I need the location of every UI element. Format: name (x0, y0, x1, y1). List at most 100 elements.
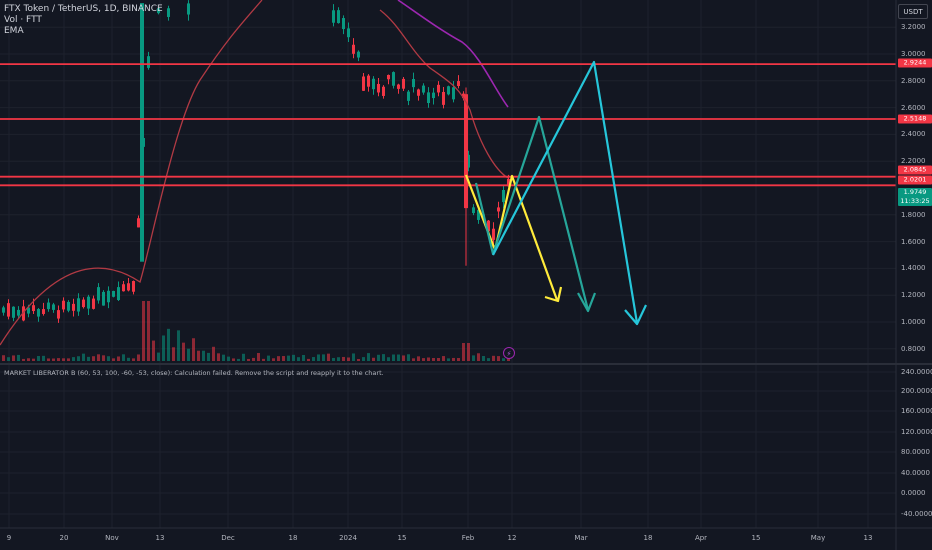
volume-bar (472, 355, 475, 361)
time-tick: 15 (397, 534, 407, 542)
candle (357, 50, 360, 62)
volume-bar (187, 348, 190, 361)
candle-body (7, 303, 10, 317)
volume-bar (382, 354, 385, 361)
candle (397, 83, 400, 94)
volume-bar (27, 358, 30, 361)
candle-body (382, 86, 385, 96)
indicator-tick: 0.0000 (901, 489, 926, 497)
time-tick: 15 (751, 534, 761, 542)
blue-projection (492, 60, 639, 324)
legend: FTX Token / TetherUS, 1D, BINANCE Vol · … (4, 4, 163, 37)
candle-body (357, 51, 360, 58)
candle (377, 77, 380, 97)
candle-body (492, 228, 495, 240)
volume-bar (262, 358, 265, 361)
candle (412, 72, 415, 93)
volume-bar (132, 358, 135, 361)
volume-legend[interactable]: Vol · FTT (4, 15, 42, 25)
volume-bar (392, 354, 395, 361)
symbol-title[interactable]: FTX Token / TetherUS, 1D, BINANCE (4, 4, 163, 14)
ema-legend[interactable]: EMA (4, 26, 24, 36)
candle-body (462, 93, 465, 99)
candle-body (332, 10, 335, 23)
candle-body (452, 87, 455, 100)
time-tick: 18 (288, 534, 298, 542)
candle-body (187, 3, 190, 15)
candle (477, 208, 480, 224)
candle (387, 74, 390, 85)
volume-bar (417, 356, 420, 361)
candle (67, 300, 70, 313)
volume-bar (302, 355, 305, 361)
candle-body (397, 84, 400, 89)
price-tag-level-a: 2.0845 (898, 165, 932, 175)
price-tick: 1.4000 (901, 264, 926, 273)
candle-body (342, 18, 345, 30)
candle-body (457, 81, 460, 87)
candle-body (122, 284, 125, 292)
volume-bar (327, 353, 330, 361)
candle (437, 81, 440, 97)
volume-bar (147, 301, 150, 361)
candle-body (477, 209, 480, 220)
volume-bar (47, 358, 50, 361)
green-arrowhead (577, 292, 597, 313)
candle (347, 22, 350, 43)
candle (487, 219, 490, 232)
indicator-tick: 240.0000 (901, 368, 932, 376)
candle-body (407, 91, 410, 101)
volume-bar (287, 355, 290, 361)
volume-bar (212, 346, 215, 361)
volume-bar (202, 350, 205, 361)
volume-bar (122, 354, 125, 361)
candle-body (447, 86, 450, 95)
candle (457, 75, 460, 89)
lightning-icon[interactable]: ⚡ (503, 347, 515, 359)
candle-body (412, 79, 415, 88)
candle-body (372, 78, 375, 90)
volume-bar (97, 354, 100, 361)
candle-body (347, 28, 350, 38)
candle-body (57, 310, 60, 319)
candle-body (87, 296, 90, 309)
candle-body (67, 301, 70, 311)
volume-bar (307, 358, 310, 361)
volume-bar (182, 342, 185, 361)
candle (127, 277, 130, 292)
candle (372, 76, 375, 95)
currency-button[interactable]: USDT (898, 4, 928, 19)
volume-bar (227, 356, 230, 361)
candle-body (367, 75, 370, 87)
price-tick: 0.8000 (901, 344, 926, 353)
candle-body (102, 291, 105, 306)
volume-bar (297, 357, 300, 361)
volume-bar (12, 355, 15, 361)
candle (427, 87, 430, 108)
volume-bar (7, 357, 10, 361)
candle-body (502, 190, 505, 203)
volume-bar (92, 356, 95, 361)
candle (82, 297, 85, 309)
volume-bars (2, 301, 510, 361)
candle (392, 71, 395, 89)
candle-body (417, 89, 420, 96)
volume-bar (337, 357, 340, 361)
candle-body (137, 218, 140, 228)
time-tick: Dec (221, 534, 235, 542)
indicator-tick: 200.0000 (901, 387, 932, 395)
price-tick: 2.2000 (901, 157, 926, 166)
candle (422, 83, 425, 95)
volume-bar (332, 357, 335, 361)
candle-body (92, 298, 95, 309)
price-tick: 2.4000 (901, 130, 926, 139)
volume-bar (377, 354, 380, 361)
candle (107, 286, 110, 309)
volume-bar (422, 358, 425, 361)
volume-bar (102, 355, 105, 361)
time-tick: 20 (59, 534, 69, 542)
candle (147, 51, 150, 70)
volume-bar (427, 357, 430, 361)
